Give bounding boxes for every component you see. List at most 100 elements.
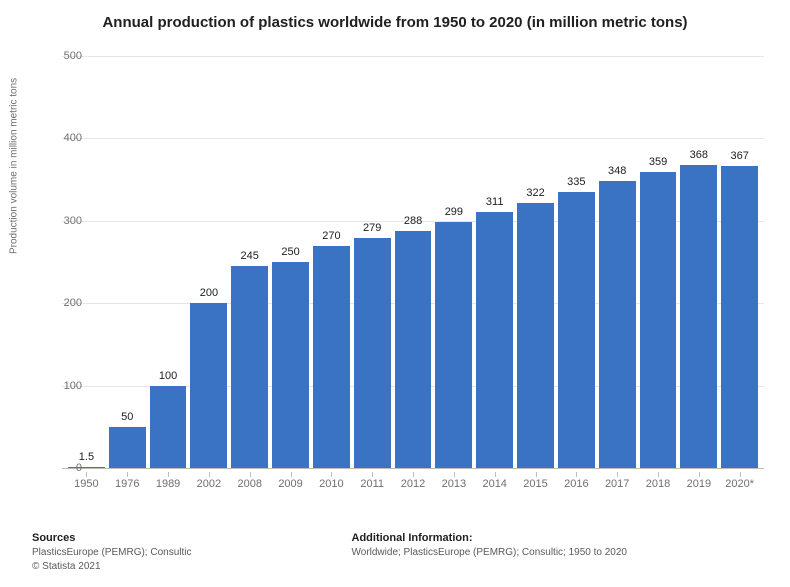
x-tick bbox=[127, 472, 128, 477]
bar-slot: 1.5 bbox=[66, 56, 107, 468]
x-tick-label: 2010 bbox=[311, 472, 352, 496]
bar-value-label: 50 bbox=[121, 411, 133, 423]
chart-container: Annual production of plastics worldwide … bbox=[0, 0, 790, 587]
y-tick-label: 500 bbox=[64, 50, 82, 62]
x-tick bbox=[86, 472, 87, 477]
x-tick-label: 2017 bbox=[597, 472, 638, 496]
bar-value-label: 335 bbox=[567, 176, 585, 188]
bar-slot: 279 bbox=[352, 56, 393, 468]
bar bbox=[109, 427, 146, 468]
bar bbox=[395, 231, 432, 468]
bar-slot: 100 bbox=[148, 56, 189, 468]
bar bbox=[272, 262, 309, 468]
x-axis-labels: 1950197619892002200820092010201120122013… bbox=[62, 472, 764, 496]
additional-info-block: Additional Information: Worldwide; Plast… bbox=[352, 532, 628, 573]
chart-plot-area: 1.5 50 100 200 245 250 270 279 288 299 311 322 335 34… bbox=[62, 56, 764, 496]
y-tick-label: 300 bbox=[64, 215, 82, 227]
bar-slot: 335 bbox=[556, 56, 597, 468]
bar bbox=[721, 166, 758, 468]
chart-footer: Sources PlasticsEurope (PEMRG); Consulti… bbox=[32, 532, 758, 573]
x-tick-label: 2011 bbox=[352, 472, 393, 496]
bar-slot: 245 bbox=[229, 56, 270, 468]
bar-slot: 270 bbox=[311, 56, 352, 468]
bar-value-label: 245 bbox=[241, 250, 259, 262]
bar bbox=[476, 212, 513, 468]
y-tick-label: 400 bbox=[64, 132, 82, 144]
bar bbox=[517, 203, 554, 468]
bar-value-label: 368 bbox=[690, 149, 708, 161]
bar-slot: 288 bbox=[393, 56, 434, 468]
x-tick-label: 1976 bbox=[107, 472, 148, 496]
x-tick bbox=[209, 472, 210, 477]
x-tick-label: 2012 bbox=[393, 472, 434, 496]
x-tick bbox=[372, 472, 373, 477]
x-tick bbox=[576, 472, 577, 477]
bar-value-label: 1.5 bbox=[79, 451, 94, 463]
sources-block: Sources PlasticsEurope (PEMRG); Consulti… bbox=[32, 532, 192, 573]
sources-line-1: PlasticsEurope (PEMRG); Consultic bbox=[32, 546, 192, 560]
bar-value-label: 270 bbox=[322, 230, 340, 242]
bar bbox=[435, 222, 472, 468]
x-tick-label: 2002 bbox=[188, 472, 229, 496]
sources-line-2: © Statista 2021 bbox=[32, 560, 192, 574]
x-tick bbox=[168, 472, 169, 477]
bar-value-label: 100 bbox=[159, 370, 177, 382]
x-tick-label: 2016 bbox=[556, 472, 597, 496]
bar-slot: 367 bbox=[719, 56, 760, 468]
bar-slot: 311 bbox=[474, 56, 515, 468]
bar bbox=[599, 181, 636, 468]
x-tick bbox=[536, 472, 537, 477]
x-tick-label: 2015 bbox=[515, 472, 556, 496]
x-tick bbox=[331, 472, 332, 477]
bar-slot: 299 bbox=[433, 56, 474, 468]
bar-value-label: 250 bbox=[281, 246, 299, 258]
x-tick bbox=[740, 472, 741, 477]
x-tick-label: 1989 bbox=[148, 472, 189, 496]
x-tick bbox=[495, 472, 496, 477]
bar bbox=[150, 386, 187, 468]
y-tick-label: 0 bbox=[76, 462, 82, 474]
bar-slot: 250 bbox=[270, 56, 311, 468]
bar-slot: 322 bbox=[515, 56, 556, 468]
x-tick-label: 2013 bbox=[433, 472, 474, 496]
bar-slot: 368 bbox=[678, 56, 719, 468]
bar bbox=[190, 303, 227, 468]
x-tick bbox=[699, 472, 700, 477]
bar-slot: 50 bbox=[107, 56, 148, 468]
bars-group: 1.5 50 100 200 245 250 270 279 288 299 311 322 335 34… bbox=[62, 56, 764, 468]
bar-value-label: 367 bbox=[730, 150, 748, 162]
x-tick-label: 2014 bbox=[474, 472, 515, 496]
x-tick bbox=[250, 472, 251, 477]
x-tick-label: 2019 bbox=[678, 472, 719, 496]
additional-heading: Additional Information: bbox=[352, 532, 628, 544]
bar bbox=[558, 192, 595, 468]
bar-slot: 200 bbox=[188, 56, 229, 468]
chart-title: Annual production of plastics worldwide … bbox=[0, 0, 790, 39]
x-tick-label: 2018 bbox=[638, 472, 679, 496]
bar-value-label: 311 bbox=[486, 196, 504, 208]
x-tick-label: 1950 bbox=[66, 472, 107, 496]
x-tick bbox=[658, 472, 659, 477]
x-tick-label: 2008 bbox=[229, 472, 270, 496]
additional-line: Worldwide; PlasticsEurope (PEMRG); Consu… bbox=[352, 546, 628, 560]
x-tick bbox=[454, 472, 455, 477]
bar bbox=[231, 266, 268, 468]
gridline bbox=[62, 468, 764, 469]
y-axis-label: Production volume in million metric tons bbox=[9, 78, 20, 254]
bar-slot: 348 bbox=[597, 56, 638, 468]
bar-value-label: 359 bbox=[649, 156, 667, 168]
bar-slot: 359 bbox=[638, 56, 679, 468]
bar-value-label: 322 bbox=[526, 187, 544, 199]
x-tick bbox=[291, 472, 292, 477]
bar bbox=[680, 165, 717, 468]
bar-value-label: 299 bbox=[445, 206, 463, 218]
bar-value-label: 348 bbox=[608, 165, 626, 177]
bar bbox=[640, 172, 677, 468]
bar-value-label: 279 bbox=[363, 222, 381, 234]
bar bbox=[68, 467, 105, 468]
sources-heading: Sources bbox=[32, 532, 192, 544]
x-tick-label: 2009 bbox=[270, 472, 311, 496]
x-tick bbox=[413, 472, 414, 477]
bar-value-label: 200 bbox=[200, 287, 218, 299]
y-tick-label: 100 bbox=[64, 380, 82, 392]
